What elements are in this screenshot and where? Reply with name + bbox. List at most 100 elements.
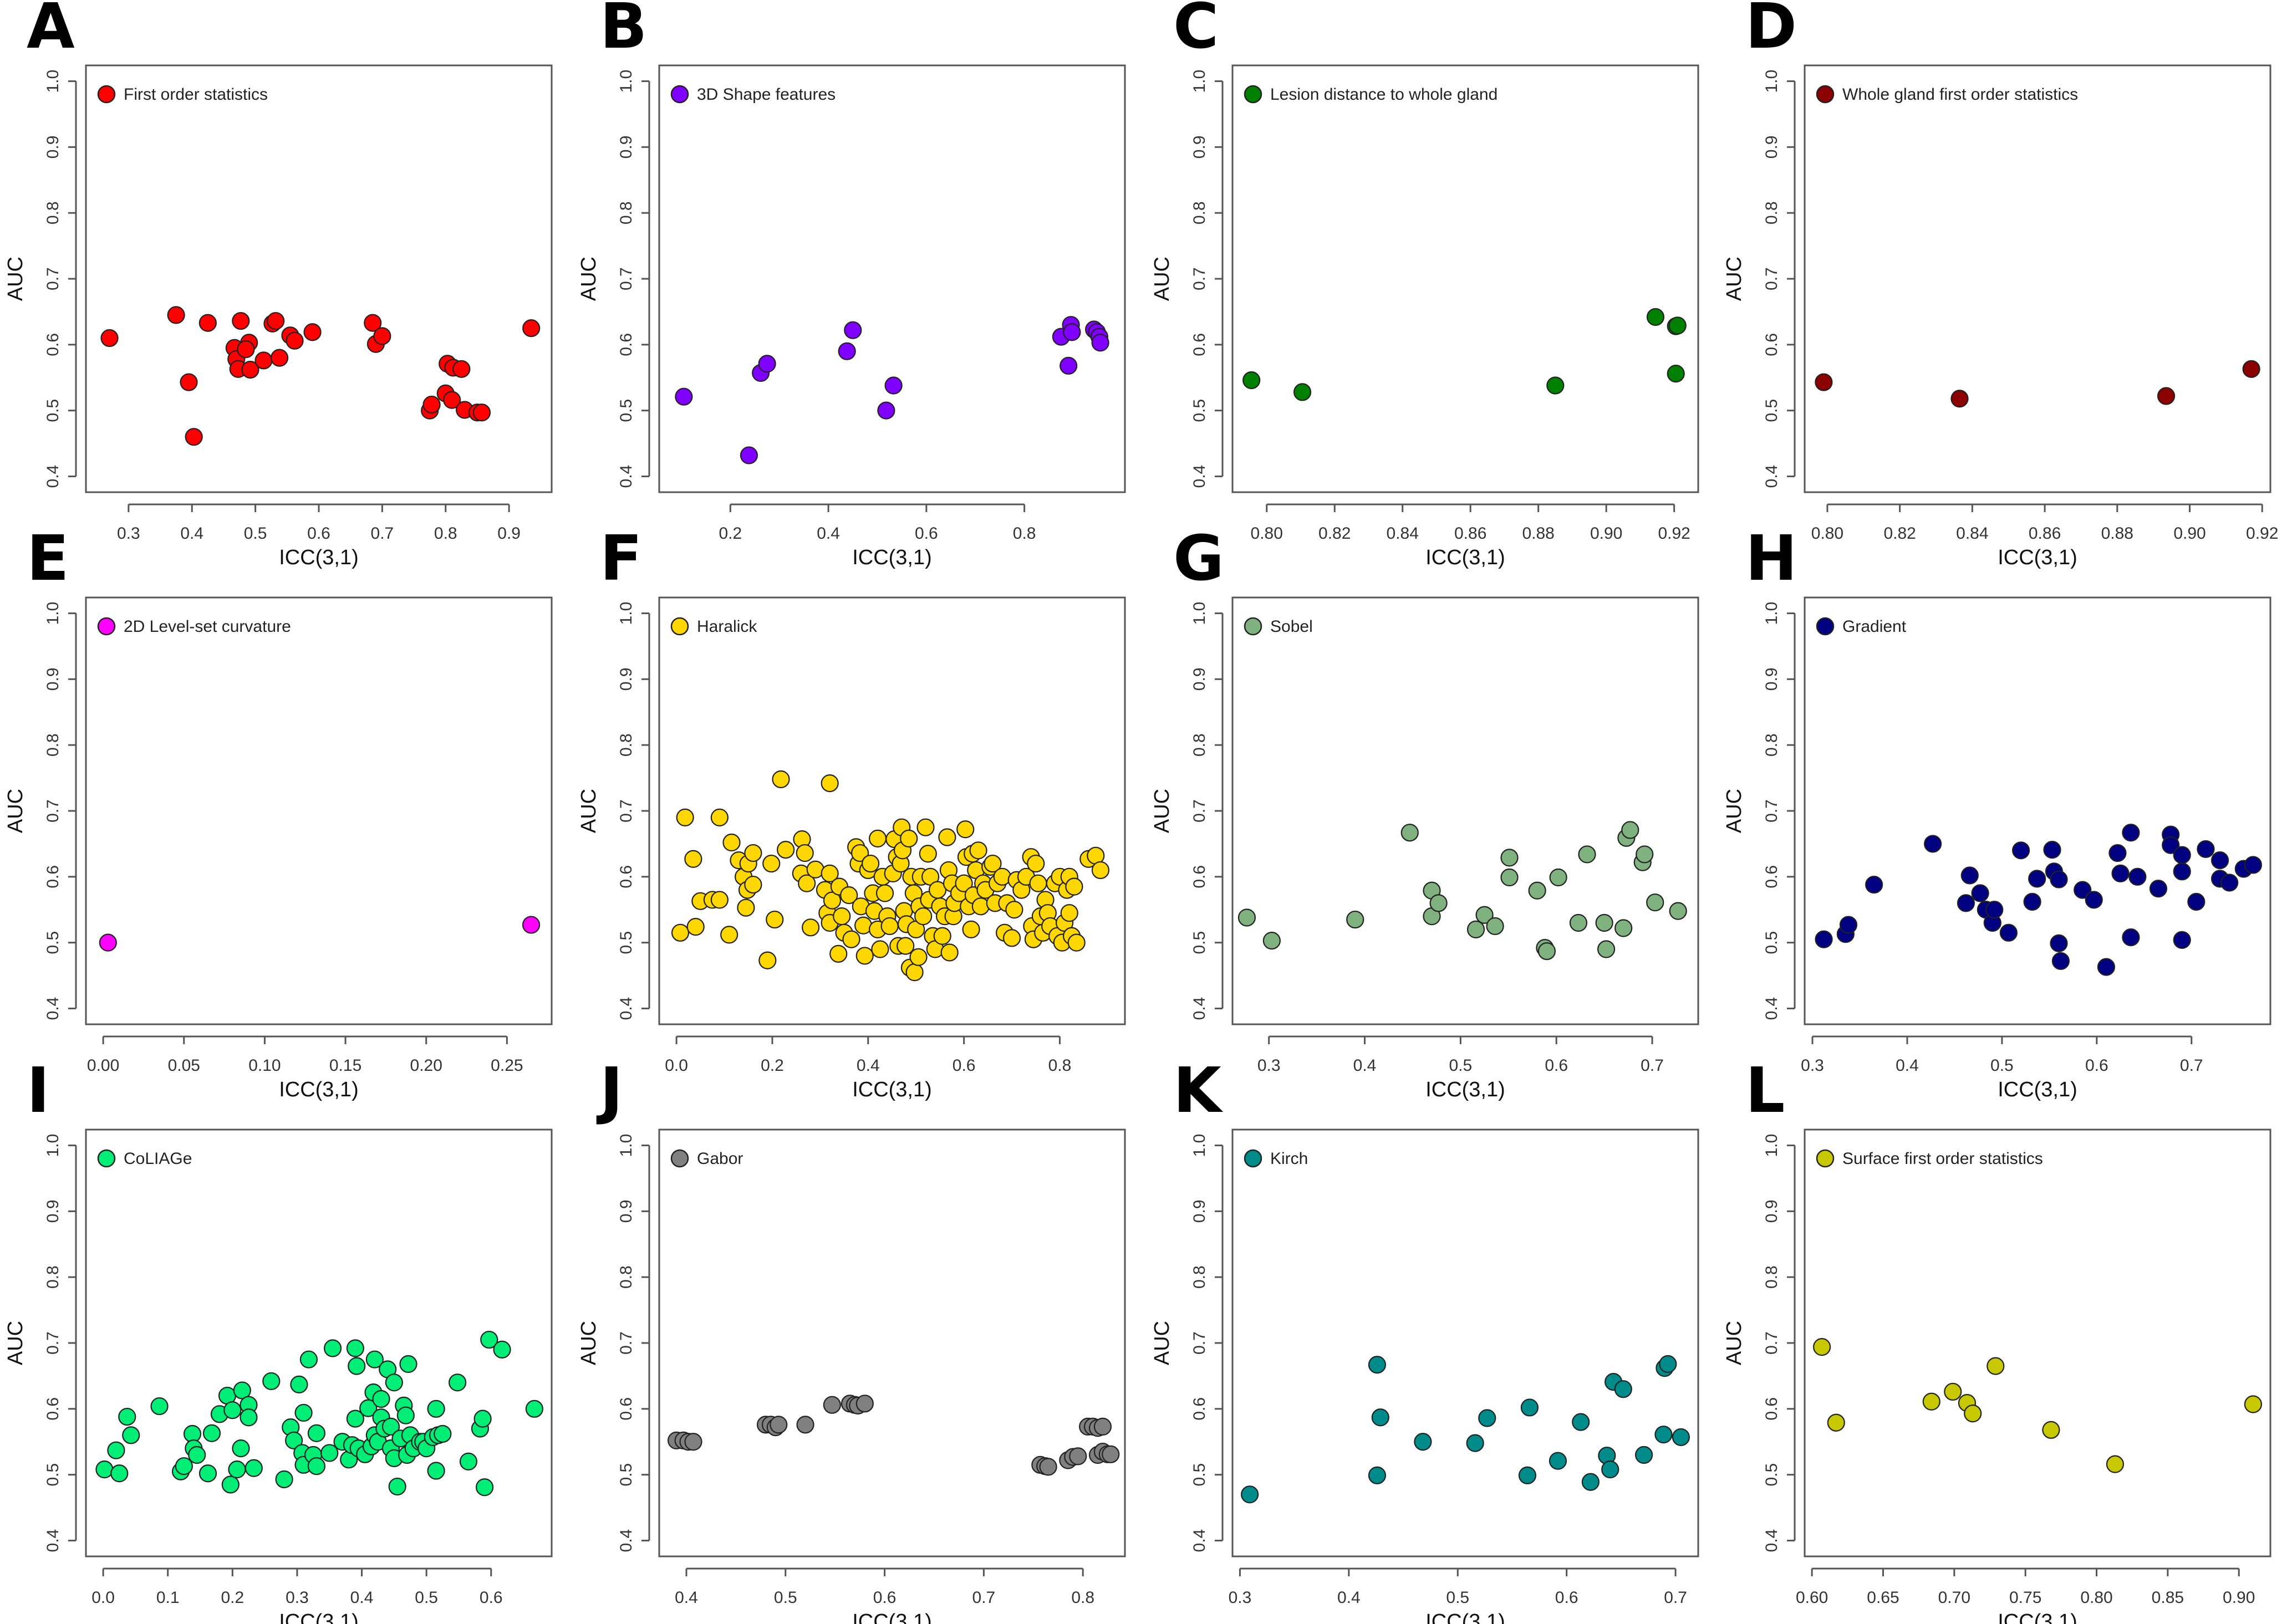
legend: Gabor <box>670 1149 743 1168</box>
x-tick-label: 0.2 <box>761 1056 784 1075</box>
x-tick-label: 0.65 <box>1867 1589 1899 1607</box>
x-tick-label: 0.7 <box>1664 1589 1687 1607</box>
y-tick-label: 0.7 <box>44 799 62 823</box>
legend-label: Gabor <box>697 1150 743 1168</box>
y-tick-label: 0.5 <box>44 931 62 954</box>
panel-g: G 0.4 0.5 0.6 0.7 0.8 0.9 1.0 AUC 0.3 0.4 0.5 0.6 0.7… <box>1147 528 1720 1101</box>
data-point <box>919 845 937 863</box>
data-point <box>525 1400 543 1418</box>
data-point <box>744 875 762 894</box>
scatter-plot: 0.4 0.5 0.6 0.7 0.8 0.9 1.0 AUC 0.80 0.82 0.84 0.86… <box>1150 64 1699 569</box>
x-tick-label: 0.4 <box>180 524 203 543</box>
x-axis-title: ICC(3,1) <box>852 1078 932 1101</box>
plot-frame <box>658 596 1126 1025</box>
data-point <box>1636 845 1654 864</box>
y-tick-label: 1.0 <box>1763 602 1781 625</box>
x-tick-label: 0.3 <box>1257 1056 1281 1075</box>
data-point <box>823 891 842 910</box>
panel-h: H 0.4 0.5 0.6 0.7 0.8 0.9 1.0 AUC 0.3 0.4 0.5 0.6 0.7… <box>1719 528 2292 1101</box>
y-tick-label: 0.8 <box>1763 201 1781 224</box>
points-group <box>1813 1338 2262 1473</box>
data-point <box>875 884 894 902</box>
data-point <box>740 446 758 464</box>
data-point <box>1002 929 1021 947</box>
data-point <box>198 314 217 332</box>
y-tick-label: 0.9 <box>617 667 635 691</box>
data-point <box>855 1395 874 1413</box>
x-tick-label: 0.5 <box>774 1589 797 1607</box>
data-point <box>373 327 391 345</box>
scatter-plot: 0.4 0.5 0.6 0.7 0.8 0.9 1.0 AUC 0.3 0.4 0.5 0.6 0.7 I… <box>1150 1128 1699 1624</box>
data-point <box>452 360 471 378</box>
x-tick-label: 0.85 <box>2152 1589 2184 1607</box>
data-point <box>232 1439 250 1458</box>
data-point <box>2051 952 2070 971</box>
data-point <box>762 854 781 873</box>
data-point <box>880 917 899 936</box>
y-tick-label: 0.4 <box>1763 997 1781 1020</box>
legend-label: Kirch <box>1270 1150 1308 1168</box>
data-point <box>2149 880 2168 898</box>
data-point <box>396 1406 415 1424</box>
data-point <box>1659 1355 1677 1373</box>
data-point <box>1815 930 1833 948</box>
data-point <box>110 1464 129 1483</box>
x-tick-label: 0.82 <box>1318 524 1351 543</box>
data-point <box>710 891 729 909</box>
y-tick-label: 0.6 <box>617 1397 635 1421</box>
data-point <box>1039 1458 1057 1476</box>
data-point <box>850 844 869 862</box>
y-tick-label: 1.0 <box>1763 1134 1781 1157</box>
plot-frame <box>1804 64 2271 493</box>
data-point <box>722 833 741 852</box>
data-point <box>1065 877 1083 896</box>
data-point <box>1827 1413 1845 1432</box>
x-tick-label: 0.5 <box>1990 1056 2014 1075</box>
x-tick-label: 0.6 <box>915 524 938 543</box>
points-group <box>1241 1355 1690 1504</box>
data-point <box>905 963 924 982</box>
y-tick-label: 0.4 <box>617 465 635 488</box>
data-point <box>710 808 729 826</box>
legend: Lesion distance to whole gland <box>1244 85 1498 104</box>
data-point <box>1478 1409 1496 1427</box>
data-point <box>1368 1466 1387 1484</box>
x-tick-label: 0.92 <box>1658 524 1690 543</box>
x-tick-label: 0.3 <box>117 524 140 543</box>
scatter-plot: 0.4 0.5 0.6 0.7 0.8 0.9 1.0 AUC 0.80 0.82 0.84 0.86… <box>1723 64 2278 569</box>
data-point <box>100 329 119 348</box>
panel-j: J 0.4 0.5 0.6 0.7 0.8 0.9 1.0 AUC 0.4 0.5 0.6 0.7 0.8… <box>573 1060 1147 1624</box>
data-point <box>233 1381 251 1400</box>
data-point <box>1654 1426 1673 1444</box>
data-point <box>938 828 956 846</box>
points-group <box>1242 308 1687 401</box>
x-tick-label: 0.5 <box>1449 1056 1472 1075</box>
data-point <box>323 1339 342 1357</box>
data-point <box>221 1475 240 1494</box>
data-point <box>290 1375 308 1393</box>
scatter-plot: 0.4 0.5 0.6 0.7 0.8 0.9 1.0 AUC 0.60 0.65 0.70 0.75… <box>1723 1128 2271 1624</box>
data-point <box>1067 933 1086 952</box>
data-point <box>2042 1421 2060 1439</box>
scatter-plot: 0.4 0.5 0.6 0.7 0.8 0.9 1.0 AUC 0.3 0.4 0.5 0.6 0.7 I… <box>1723 596 2271 1101</box>
y-tick-label: 0.9 <box>1763 135 1781 159</box>
plot-frame <box>1231 1128 1699 1557</box>
y-axis-title: AUC <box>1723 1321 1746 1365</box>
data-point <box>862 854 880 873</box>
plot-frame <box>1231 596 1699 1025</box>
data-point <box>686 918 705 936</box>
x-tick-label: 0.7 <box>972 1589 996 1607</box>
data-point <box>684 1433 702 1451</box>
y-axis-title: AUC <box>1723 257 1746 301</box>
data-point <box>2122 928 2140 947</box>
y-tick-label: 0.9 <box>44 1199 62 1223</box>
y-tick-label: 0.9 <box>44 667 62 691</box>
data-point <box>1528 881 1546 900</box>
x-tick-label: 0.3 <box>1801 1056 1824 1075</box>
plot-frame <box>85 1128 553 1557</box>
data-point <box>984 854 1002 873</box>
data-point <box>364 314 382 332</box>
data-point <box>399 1355 417 1373</box>
legend-marker <box>670 1149 689 1168</box>
data-point <box>684 850 702 868</box>
